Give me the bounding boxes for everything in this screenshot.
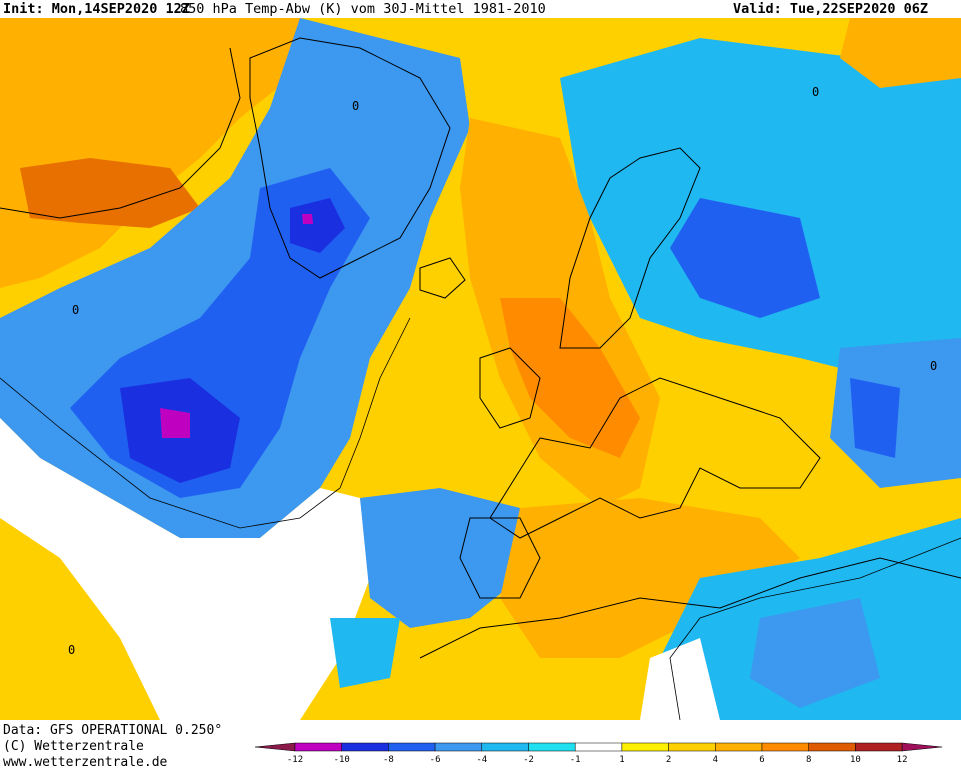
legend-tick-label: -10 — [334, 755, 350, 765]
anomaly-area-greenland-coldest — [290, 198, 345, 253]
legend-swatch — [388, 742, 436, 752]
coastline-africa — [419, 557, 961, 659]
contour-label: 0 — [930, 359, 937, 373]
temperature-anomaly-map: 0 0 0 0 0 — [0, 18, 961, 720]
color-legend: -12 -10 -8 -6 -4 -2 -1 1 2 4 6 8 10 12 — [255, 742, 943, 765]
anomaly-area-benelux-hot — [500, 298, 640, 458]
legend-tick-label: 4 — [713, 755, 718, 765]
legend-swatch — [341, 742, 389, 752]
legend-tick-label: 2 — [666, 755, 671, 765]
coastline-europe — [489, 377, 821, 539]
data-source: Data: GFS OPERATIONAL 0.250° — [3, 723, 223, 738]
legend-swatch — [668, 742, 716, 752]
legend-swatch — [255, 742, 296, 752]
contour-label: 0 — [68, 643, 75, 657]
anomaly-area-south-neutral — [640, 638, 720, 720]
contour-label: 0 — [72, 303, 79, 317]
map-footer: Data: GFS OPERATIONAL 0.250° (C) Wetterz… — [0, 720, 961, 775]
coastline-iceland — [419, 257, 466, 299]
legend-tick-label: -8 — [383, 755, 394, 765]
coastline-canada — [0, 47, 241, 219]
legend-tick-label: -4 — [476, 755, 487, 765]
legend-swatch — [901, 742, 943, 752]
legend-tick-label: -1 — [570, 755, 581, 765]
anomaly-area-azores-cool — [330, 618, 400, 688]
legend-tick-label: 1 — [619, 755, 624, 765]
anomaly-area-greenland-extreme — [302, 214, 313, 224]
legend-swatch — [528, 742, 576, 752]
anomaly-area-azores-cold — [360, 488, 520, 628]
coastline-british-isles — [479, 347, 541, 429]
legend-swatch — [294, 742, 342, 752]
zero-contour-atlantic — [0, 317, 411, 529]
legend-swatch — [434, 742, 483, 752]
legend-tick-label: -2 — [523, 755, 534, 765]
legend-swatch — [761, 742, 809, 752]
map-title: 850 hPa Temp-Abw (K) vom 30J-Mittel 1981… — [180, 1, 546, 17]
anomaly-area-atlantic-extreme — [160, 408, 190, 438]
anomaly-area-east-colder — [850, 378, 900, 458]
credits: Data: GFS OPERATIONAL 0.250° (C) Wetterz… — [3, 723, 222, 771]
legend-swatch — [574, 742, 623, 752]
legend-tick-label: 10 — [850, 755, 861, 765]
anomaly-area-canada-warm — [20, 158, 200, 228]
legend-tick-label: -6 — [430, 755, 441, 765]
legend-tick-label: 6 — [759, 755, 764, 765]
legend-swatch — [481, 742, 529, 752]
website-link[interactable]: www.wetterzentrale.de — [3, 755, 168, 770]
legend-tick-label: 8 — [806, 755, 811, 765]
anomaly-area-africa-warm — [500, 498, 800, 658]
legend-swatch — [808, 742, 856, 752]
zero-contour-southeast — [669, 537, 961, 720]
anomaly-area-neutral-southwest — [0, 418, 370, 720]
legend-tick-label: -12 — [287, 755, 303, 765]
coastline-iberia — [459, 517, 541, 599]
anomaly-area-russia-colder — [670, 198, 820, 318]
legend-swatch — [715, 742, 763, 752]
contour-label: 0 — [352, 99, 359, 113]
legend-swatch — [621, 742, 669, 752]
coastline-norway — [559, 147, 701, 349]
legend-swatch — [855, 742, 903, 752]
valid-time: Valid: Tue,22SEP2020 06Z — [733, 1, 929, 17]
init-time: Init: Mon,14SEP2020 12Z — [3, 1, 190, 17]
anomaly-area-northeast-warm — [840, 18, 961, 88]
coastline-greenland — [249, 37, 451, 279]
map-header: Init: Mon,14SEP2020 12Z 850 hPa Temp-Abw… — [0, 0, 961, 18]
legend-tick-label: 12 — [897, 755, 908, 765]
copyright: (C) Wetterzentrale — [3, 739, 144, 754]
contour-label: 0 — [812, 85, 819, 99]
anomaly-area-southeast-colder — [750, 598, 880, 708]
